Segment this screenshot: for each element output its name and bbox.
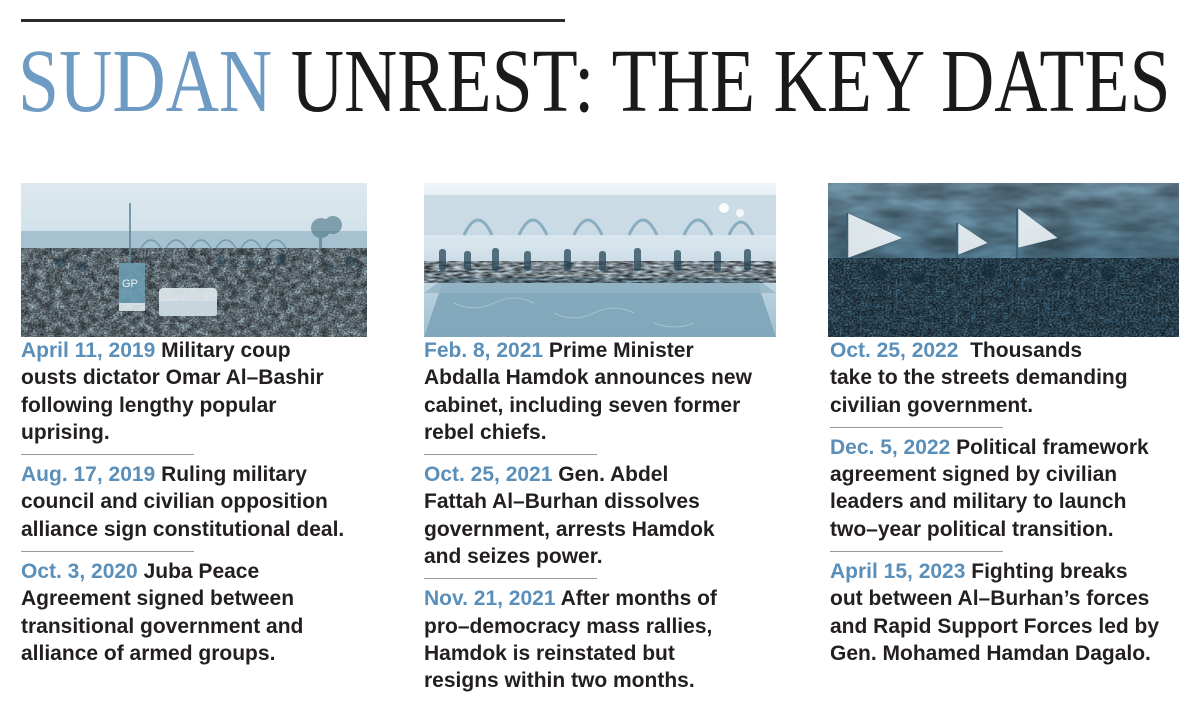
- svg-text:GP: GP: [122, 278, 138, 290]
